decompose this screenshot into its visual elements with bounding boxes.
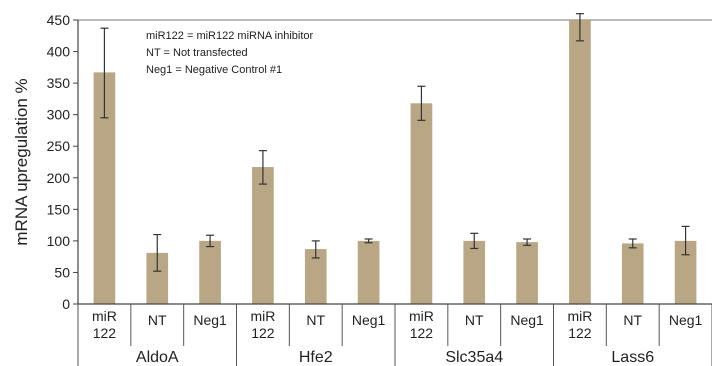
group-label: Lass6: [611, 349, 654, 366]
y-tick-label: 450: [47, 12, 71, 28]
x-tick-label: NT: [623, 312, 642, 328]
x-tick-label: 122: [568, 325, 592, 341]
legend-line: Neg1 = Negative Control #1: [146, 64, 282, 76]
legend-line: NT = Not transfected: [146, 47, 248, 59]
y-tick-label: 200: [47, 170, 71, 186]
y-tick-label: 100: [47, 233, 71, 249]
bar-slc35a4-neg1: [516, 242, 538, 304]
x-tick-label: NT: [306, 312, 325, 328]
bar-aldoa-mir122: [93, 72, 116, 304]
y-tick-label: 0: [62, 296, 70, 312]
x-tick-label: 122: [410, 325, 434, 341]
group-label: AldoA: [136, 349, 179, 366]
x-tick-label: 122: [251, 325, 275, 341]
plot-frame: [77, 19, 712, 304]
bar-hfe2-nt: [304, 249, 327, 304]
y-axis: 0 50 100 150 200 250 300 350 400 450: [47, 12, 78, 312]
bar-hfe2-neg1: [357, 240, 380, 304]
group-label: Hfe2: [299, 349, 333, 366]
x-tick-label: Neg1: [352, 312, 386, 328]
y-tick-label: 150: [47, 201, 71, 217]
legend: miR122 = miR122 miRNA inhibitor NT = Not …: [146, 30, 314, 76]
bar-lass6-mir122: [569, 20, 591, 304]
y-tick-label: 350: [47, 75, 71, 91]
x-tick-label: miR: [567, 308, 592, 324]
x-tick-label: 122: [93, 325, 117, 341]
bar-hfe2-mir122: [252, 167, 274, 304]
group-label: Slc35a4: [445, 349, 503, 366]
bars: [93, 20, 697, 304]
y-tick-label: 400: [47, 44, 71, 60]
y-axis-label: mRNA upregulation %: [12, 78, 31, 245]
bar-lass6-neg1: [674, 240, 697, 304]
x-tick-label: Neg1: [510, 312, 544, 328]
error-bars: [100, 13, 690, 272]
bar-slc35a4-mir122: [410, 103, 433, 304]
legend-line: miR122 = miR122 miRNA inhibitor: [146, 30, 314, 42]
x-tick-label: miR: [92, 308, 117, 324]
bar-aldoa-neg1: [199, 240, 221, 304]
y-tick-label: 50: [54, 264, 70, 280]
x-tick-label: Neg1: [193, 312, 227, 328]
x-tick-label: NT: [148, 312, 167, 328]
x-tick-label: NT: [465, 312, 484, 328]
x-tick-label: Neg1: [669, 312, 703, 328]
bar-aldoa-nt: [146, 252, 169, 304]
bar-slc35a4-nt: [463, 240, 486, 304]
x-tick-label: miR: [409, 308, 434, 324]
x-tick-label: miR: [250, 308, 275, 324]
y-tick-label: 250: [47, 138, 71, 154]
bar-lass6-nt: [621, 243, 644, 304]
y-tick-label: 300: [47, 107, 71, 123]
